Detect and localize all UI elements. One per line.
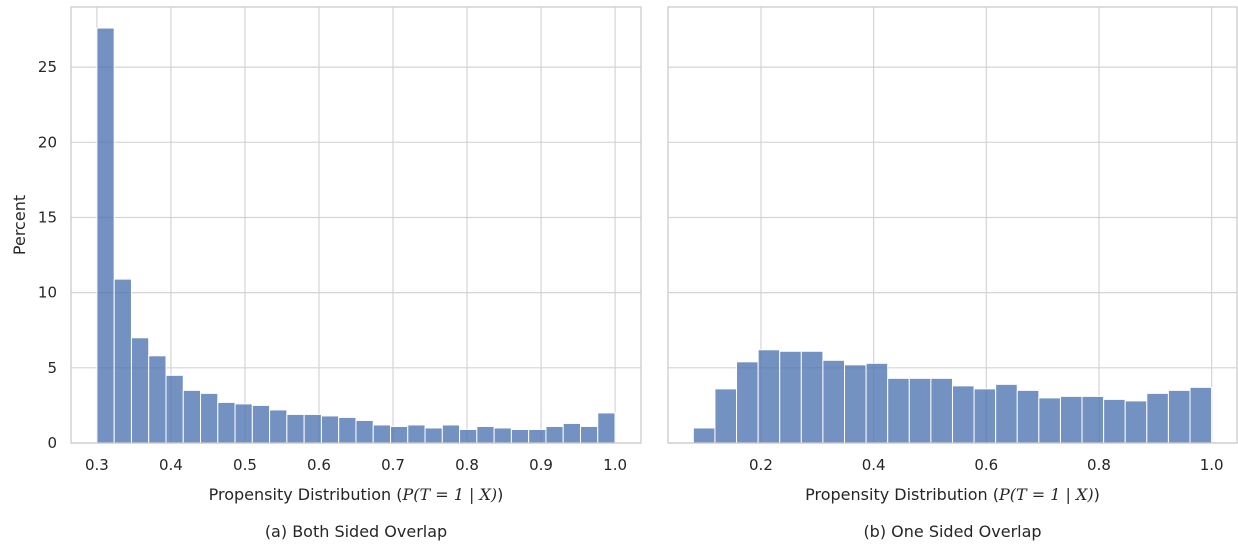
x-tick-label: 0.4 xyxy=(862,456,886,474)
x-axis-label: Propensity Distribution (P(T = 1 | X)) xyxy=(209,485,504,504)
x-tick-label: 1.0 xyxy=(1200,456,1224,474)
histogram-bar xyxy=(148,355,167,444)
histogram-bar xyxy=(1189,386,1213,444)
histogram-bar xyxy=(844,364,867,444)
x-tick-label: 0.8 xyxy=(455,456,479,474)
y-tick-label: 20 xyxy=(38,133,57,151)
histogram-bar xyxy=(579,425,599,444)
histogram-bar xyxy=(1124,400,1148,444)
histogram-bar xyxy=(1016,389,1040,444)
y-tick-label: 0 xyxy=(47,434,57,452)
histogram-bar xyxy=(757,349,781,444)
histogram-bar xyxy=(424,427,443,444)
y-tick-label: 15 xyxy=(38,208,57,226)
y-tick-label: 25 xyxy=(38,58,57,76)
histogram-bar xyxy=(476,425,495,444)
axes-frame xyxy=(70,6,642,444)
histogram-bar xyxy=(1103,398,1126,444)
histogram-bar xyxy=(286,413,305,444)
histogram-bar xyxy=(887,377,910,444)
histogram-bar xyxy=(800,350,824,444)
subfigure-caption: (a) Both Sided Overlap xyxy=(265,522,447,541)
x-tick-label: 0.2 xyxy=(749,456,773,474)
histogram-bar xyxy=(865,362,889,444)
histogram-bar xyxy=(96,27,115,444)
histogram-bar xyxy=(303,413,322,444)
subfigure-caption: (b) One Sided Overlap xyxy=(863,522,1041,541)
histogram-bar xyxy=(692,427,716,444)
x-tick-label: 0.7 xyxy=(381,456,405,474)
histogram-bar xyxy=(200,392,219,444)
y-tick-label: 5 xyxy=(47,359,57,377)
histogram-bar xyxy=(320,415,340,444)
x-tick-label: 0.6 xyxy=(974,456,998,474)
histogram-bar xyxy=(407,424,426,444)
x-tick-label: 0.3 xyxy=(85,456,109,474)
x-tick-label: 0.6 xyxy=(307,456,331,474)
histogram-bar xyxy=(973,388,997,444)
histogram-bar xyxy=(510,428,530,444)
histogram-bar xyxy=(1038,397,1061,444)
x-tick-label: 0.8 xyxy=(1087,456,1111,474)
histogram-bar xyxy=(951,385,975,444)
histogram-bar xyxy=(372,424,392,444)
histogram-bar xyxy=(908,377,932,444)
histogram-bar xyxy=(113,278,132,444)
histogram-bar xyxy=(338,416,357,444)
histogram-bar xyxy=(822,359,846,444)
y-axis-label: Percent xyxy=(10,195,29,255)
histogram-bar xyxy=(182,389,202,444)
histogram-bar xyxy=(459,428,478,444)
histogram-bar xyxy=(165,374,184,444)
axes-frame xyxy=(667,6,1238,444)
x-tick-label: 1.0 xyxy=(603,456,627,474)
histogram-bar xyxy=(130,337,150,444)
panel-both-sided-overlap: 0.3 0.4 0.5 0.6 0.7 0.8 0.9 1.0 0 5 10 15 20 25 Percen… xyxy=(10,6,642,541)
histogram-bar xyxy=(1146,392,1169,444)
histogram-bar xyxy=(597,412,616,444)
histogram-bar xyxy=(493,427,512,444)
x-axis-label: Propensity Distribution (P(T = 1 | X)) xyxy=(805,485,1100,504)
histogram-bar xyxy=(995,383,1018,444)
histogram-bar xyxy=(269,409,288,444)
histogram-bar xyxy=(736,361,759,444)
x-tick-label: 0.9 xyxy=(529,456,553,474)
histogram-bar xyxy=(930,377,953,444)
y-tick-label: 10 xyxy=(38,284,57,302)
histogram-bar xyxy=(251,404,271,444)
x-tick-label: 0.5 xyxy=(233,456,257,474)
histogram-bar xyxy=(441,424,461,444)
histogram-bar xyxy=(390,425,409,444)
histogram-bar xyxy=(217,401,236,444)
histogram-bar xyxy=(562,422,581,444)
histogram-bar xyxy=(528,428,547,444)
panel-one-sided-overlap: 0.2 0.4 0.6 0.8 1.0 Propensity Distribution (… xyxy=(667,6,1238,541)
x-tick-label: 0.4 xyxy=(159,456,183,474)
histogram-bar xyxy=(355,419,374,444)
histogram-bar xyxy=(779,350,802,444)
histogram-bar xyxy=(545,425,564,444)
histogram-bar xyxy=(1081,395,1105,444)
histogram-bar xyxy=(714,388,738,444)
histogram-bar xyxy=(1167,389,1191,444)
histogram-bar xyxy=(234,403,253,444)
histogram-bar xyxy=(1059,395,1083,444)
